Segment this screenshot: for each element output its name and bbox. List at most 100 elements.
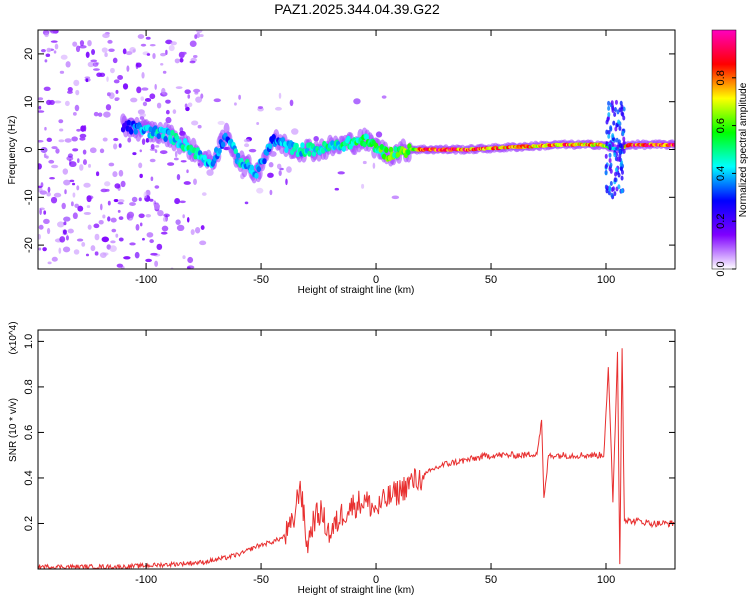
- spectrogram-cell: [193, 178, 197, 185]
- spectrogram-cell: [618, 157, 622, 163]
- spectrogram-cell: [55, 148, 60, 154]
- spectrogram-cell: [138, 162, 143, 169]
- spectrogram-cell: [391, 195, 400, 200]
- spectrogram-cell: [74, 104, 80, 112]
- spectrogram-cell: [42, 247, 47, 252]
- spectrogram-cell: [607, 112, 611, 118]
- spectrogram-cell: [193, 88, 201, 93]
- spectrogram-cell: [362, 160, 367, 165]
- spectrogram-cell: [91, 48, 96, 56]
- spectrogram-cell: [176, 224, 185, 232]
- spectrogram-cell: [118, 199, 125, 203]
- spectrogram-cell: [165, 49, 168, 56]
- spectrogram-cell: [113, 198, 119, 203]
- spectrogram-cell: [72, 41, 78, 47]
- spectrogram-cell: [613, 106, 617, 112]
- spectrogram-cell: [126, 65, 130, 72]
- spectrogram-cell: [46, 192, 51, 197]
- spectrogram-cell: [67, 153, 74, 158]
- spectrogram-cell: [141, 138, 146, 145]
- spectrogram-cell: [149, 198, 154, 202]
- spectrogram-cell: [87, 39, 92, 47]
- spectrogram-cell: [136, 86, 142, 94]
- spectrogram-cell: [381, 153, 387, 160]
- spectrogram-cell: [353, 98, 361, 105]
- spectrogram-cell: [161, 225, 169, 232]
- spectrogram-cell: [108, 162, 115, 167]
- spectrogram-cell: [75, 45, 81, 53]
- spectrogram-cell: [79, 133, 87, 139]
- spectrogram-x-tick-label: 0: [373, 274, 379, 286]
- spectrogram-cell: [140, 96, 145, 101]
- spectrogram-cell: [614, 99, 618, 105]
- spectrogram-y-axis-label: Frequency (Hz): [7, 116, 18, 185]
- spectrogram-cell: [127, 137, 132, 143]
- spectrogram-cell: [622, 115, 626, 121]
- spectrogram-cell: [320, 147, 326, 154]
- spectrogram-cell: [126, 119, 132, 126]
- spectrogram-cell: [613, 111, 617, 117]
- snr-y-tick-label: 1.0: [23, 334, 35, 349]
- spectrogram-x-ticks: -100 -50 0 50 100: [135, 30, 615, 286]
- spectrogram-cell: [108, 48, 115, 52]
- spectrogram-cell: [46, 137, 53, 143]
- spectrogram-cell: [607, 133, 611, 139]
- spectrogram-cell: [182, 214, 185, 219]
- spectrogram-cell: [256, 122, 260, 126]
- spectrogram-cell: [38, 163, 42, 170]
- spectrogram-cell: [141, 87, 149, 91]
- spectrogram-cell: [195, 96, 203, 103]
- spectrogram-cell: [138, 197, 142, 202]
- spectrogram-cell: [63, 216, 71, 222]
- spectrogram-cell: [613, 191, 617, 197]
- spectrogram-cell: [117, 201, 124, 205]
- spectrogram-cell: [108, 92, 115, 100]
- spectrogram-cell: [146, 232, 154, 238]
- spectrogram-y-tick-label: 0: [23, 146, 35, 152]
- spectrogram-cell: [114, 183, 121, 189]
- snr-x-tick-label: -100: [135, 574, 157, 586]
- spectrogram-cell: [613, 152, 617, 158]
- spectrogram-cell: [72, 112, 77, 116]
- colorbar-tick-label: 0.0: [715, 261, 727, 276]
- spectrogram-cell: [39, 207, 45, 211]
- spectrogram-cell: [118, 216, 124, 221]
- spectrogram-cell: [611, 133, 615, 139]
- spectrogram-cell: [67, 87, 73, 92]
- spectrogram-cell: [608, 143, 612, 149]
- spectrogram-cell: [72, 212, 78, 220]
- spectrogram-cell: [113, 143, 118, 150]
- spectrogram-cell: [167, 162, 175, 166]
- spectrogram-cell: [104, 52, 108, 58]
- snr-y-tick-label: 0.6: [23, 425, 35, 440]
- spectrogram-cell: [610, 192, 614, 198]
- spectrogram-cell: [101, 47, 108, 53]
- spectrogram-cell: [71, 182, 76, 186]
- spectrogram-cell: [611, 186, 615, 192]
- spectrogram-cell: [87, 61, 95, 68]
- spectrogram-cell: [184, 89, 191, 95]
- spectrogram-cell: [393, 146, 398, 153]
- spectrogram-cell: [39, 190, 48, 195]
- spectrogram-cell: [146, 53, 151, 56]
- spectrogram-cell: [285, 178, 288, 186]
- spectrogram-cell: [381, 95, 387, 99]
- spectrogram-cell: [116, 263, 124, 268]
- spectrogram-cell: [189, 60, 196, 64]
- spectrogram-cell: [145, 213, 152, 218]
- spectrogram-cell: [607, 100, 611, 106]
- spectrogram-cell: [165, 109, 170, 115]
- spectrogram-cell: [114, 97, 120, 101]
- spectrogram-cell: [206, 169, 214, 176]
- spectrogram-cell: [621, 130, 625, 136]
- spectrogram-cell: [61, 202, 66, 210]
- spectrogram-cell: [604, 170, 608, 176]
- spectrogram-cell: [100, 188, 108, 193]
- spectrogram-cell: [50, 30, 57, 34]
- spectrogram-cell: [140, 43, 147, 47]
- spectrogram-cell: [38, 110, 45, 113]
- spectrogram-cell: [62, 229, 67, 235]
- spectrogram-cell: [118, 143, 122, 148]
- spectrogram-cell: [90, 245, 96, 252]
- spectrogram-cell: [152, 53, 156, 60]
